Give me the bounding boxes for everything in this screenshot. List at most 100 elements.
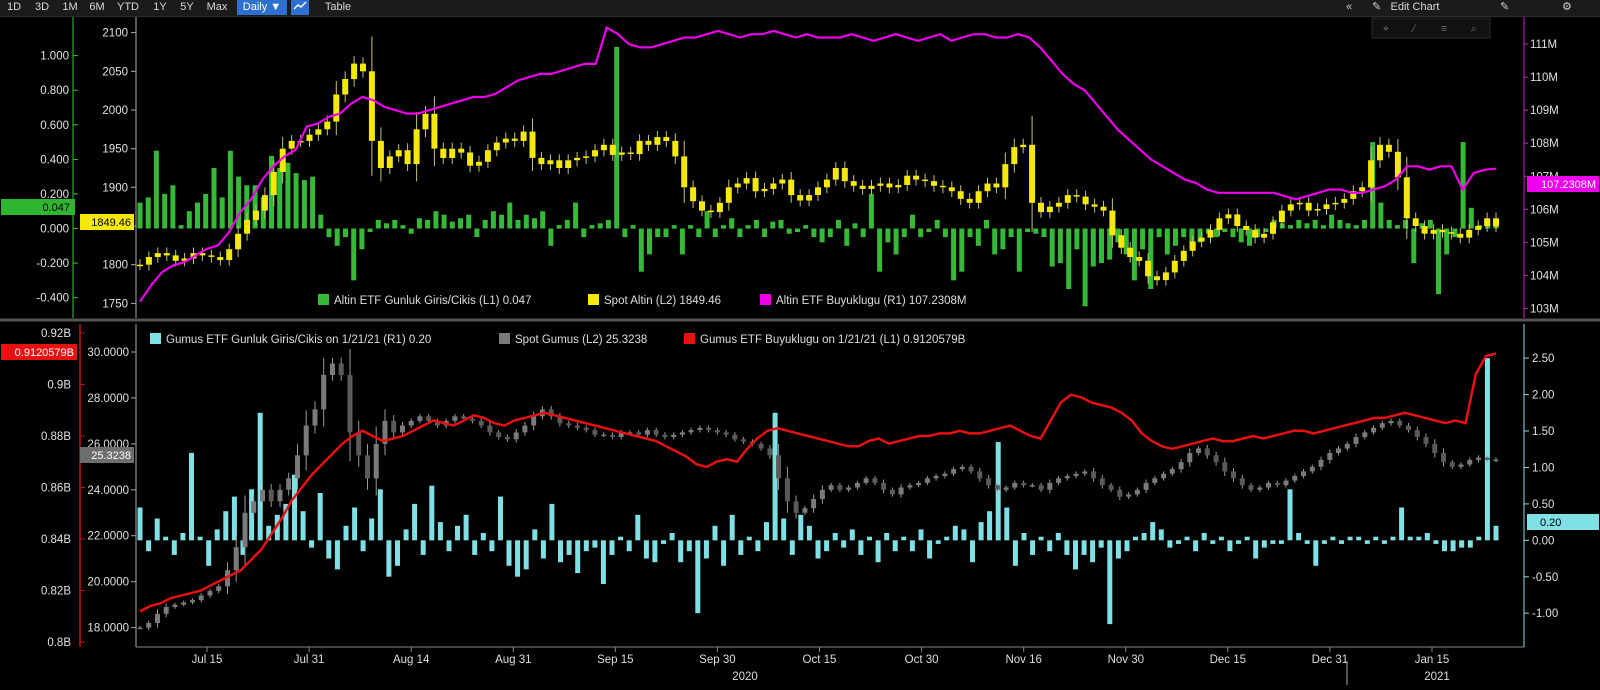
range-5y-button[interactable]: 5Y xyxy=(180,1,194,13)
gold-flow-axis-tick-label: 0.600 xyxy=(40,120,69,132)
date-tick-label: Oct 30 xyxy=(905,654,939,666)
silver-flow-bar xyxy=(618,536,624,541)
silver-price-candle xyxy=(881,482,887,490)
gold-price-candle xyxy=(1020,144,1027,148)
silver-price-candle xyxy=(1099,478,1105,486)
gold-price-candle xyxy=(877,183,884,186)
settings-gear-icon[interactable]: ⚙ xyxy=(1562,1,1572,13)
gold-price-candle xyxy=(770,183,777,189)
crosshair-icon[interactable]: ⌖ xyxy=(1383,23,1389,35)
gold-price-candle xyxy=(672,140,679,157)
range-3d-button[interactable]: 3D xyxy=(34,1,50,13)
silver-flow-bar xyxy=(189,452,194,541)
gold-price-candle xyxy=(484,150,491,162)
silver-flow-bar xyxy=(455,525,460,541)
silver-price-candle xyxy=(1196,448,1202,453)
gold-flow-bar xyxy=(934,219,940,229)
silver-flow-bar xyxy=(841,540,847,548)
gold-price-candle xyxy=(404,150,411,165)
silver-flow-bar xyxy=(798,514,804,541)
gold-flow-bar xyxy=(1419,223,1425,229)
gold-size-axis-tick-label: 111M xyxy=(1530,39,1557,51)
silver-flow-bar xyxy=(952,525,958,541)
gold-price-candle xyxy=(1457,233,1464,238)
edit-chart-button[interactable]: Edit Chart xyxy=(1390,1,1440,13)
gold-flow-bar xyxy=(1197,228,1203,243)
silver-price-candle xyxy=(1353,437,1359,444)
interval-dropdown[interactable]: Daily ▼ xyxy=(237,0,287,15)
silver-panel: 0.92B 0.9B 0.88B 0.86B 0.84B 0.82B 0.8B 30.000… xyxy=(1,324,1599,649)
gold-price-candle xyxy=(779,179,786,184)
silver-price-candle xyxy=(1222,462,1228,472)
draw-line-icon[interactable]: ∕ xyxy=(1410,23,1417,35)
silver-price-candle xyxy=(1397,420,1403,426)
gold-price-candle xyxy=(1421,226,1428,234)
gold-price-candle xyxy=(984,183,991,192)
silver-price-candle xyxy=(426,416,432,421)
svg-text:0.9120579B: 0.9120579B xyxy=(15,347,74,359)
range-max-button[interactable]: Max xyxy=(206,1,228,13)
range-1d-button[interactable]: 1D xyxy=(6,1,22,13)
gold-price-candle xyxy=(654,137,661,145)
gold-price-candle xyxy=(841,168,848,182)
silver-flow-bar xyxy=(489,540,495,552)
silver-flow-bar xyxy=(1278,540,1284,544)
range-1m-button[interactable]: 1M xyxy=(62,1,78,13)
gold-price-candle xyxy=(939,185,946,188)
gold-price-candle xyxy=(529,131,536,158)
gold-price-last-label: 1849.46 xyxy=(80,214,134,230)
silver-price-candle xyxy=(907,485,913,488)
gold-flow-bar xyxy=(1378,202,1384,229)
silver-flow-bar xyxy=(1270,540,1276,544)
silver-price-candle xyxy=(732,434,738,440)
silver-price-candle xyxy=(793,501,799,513)
line-chart-icon[interactable] xyxy=(291,0,309,15)
silver-flow-bar xyxy=(1364,540,1370,544)
silver-price-candle xyxy=(644,430,650,435)
silver-flow-bar xyxy=(420,540,426,555)
pencil-icon[interactable]: ✎ xyxy=(1372,1,1382,13)
gold-flow-bar xyxy=(499,214,505,229)
range-1y-button[interactable]: 1Y xyxy=(153,1,167,13)
range-6m-button[interactable]: 6M xyxy=(89,1,105,13)
gold-price-candle xyxy=(368,71,375,141)
silver-price-candle xyxy=(1169,469,1175,474)
gold-price-candle xyxy=(1448,232,1455,234)
collapse-icon[interactable]: « xyxy=(1346,1,1353,13)
silver-price-candle xyxy=(400,425,405,433)
gold-flow-bar xyxy=(1131,228,1137,281)
silver-price-candle xyxy=(1003,487,1009,490)
silver-price-last-label: 25.3238 xyxy=(80,447,134,463)
silver-flow-bar xyxy=(386,540,392,577)
gold-flow-bar xyxy=(1403,219,1409,229)
silver-flow-bar xyxy=(343,525,349,541)
silver-price-candle xyxy=(706,427,712,431)
zoom-icon[interactable]: ⌕ xyxy=(1471,23,1477,35)
silver-price-candle xyxy=(767,448,773,456)
gold-flow-bar xyxy=(729,218,735,229)
silver-flow-bar xyxy=(506,540,512,566)
gold-flow-bar xyxy=(605,219,611,229)
gold-price-candle xyxy=(636,140,643,155)
gold-flow-bar xyxy=(474,228,480,238)
silver-flow-bar xyxy=(317,493,323,541)
range-ytd-button[interactable]: YTD xyxy=(117,1,139,13)
silver-price-candle xyxy=(469,418,475,421)
silver-etf-size-line xyxy=(139,352,1497,613)
gold-flow-bar xyxy=(1362,219,1367,229)
silver-flow-axis: 2.50 2.00 1.50 1.00 0.50 0.00 -0.50 -1.00 xyxy=(1524,353,1558,620)
gold-price-candle xyxy=(1109,210,1116,236)
gold-flow-bar xyxy=(433,211,439,229)
gold-price-candle xyxy=(163,253,170,256)
gold-price-candle xyxy=(565,160,572,168)
silver-price-candle xyxy=(574,425,580,428)
silver-flow-bar xyxy=(352,507,358,541)
silver-flow-bar xyxy=(789,540,795,555)
silver-flow-bar xyxy=(1098,540,1104,548)
annotate-icon[interactable]: ≡ xyxy=(1441,23,1447,35)
gold-flow-bar xyxy=(1164,228,1170,255)
silver-flow-bar xyxy=(867,536,872,541)
gold-price-candle xyxy=(1243,226,1250,230)
table-button[interactable]: Table xyxy=(324,1,352,13)
panel-edit-icon[interactable]: ✎ xyxy=(1500,1,1510,13)
